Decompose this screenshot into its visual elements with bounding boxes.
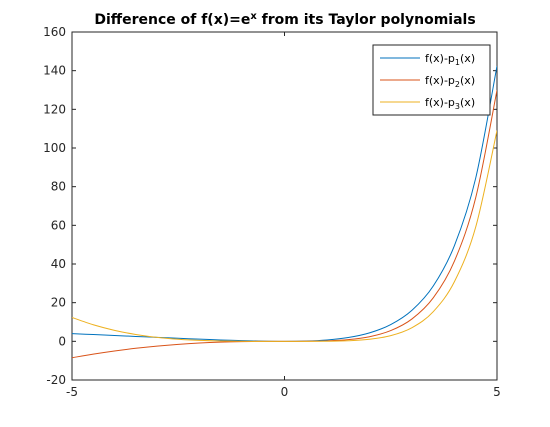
legend-entry-3: f(x)-p3(x) [425, 96, 475, 111]
y-tick-label: 20 [51, 296, 66, 310]
legend-entry-base: f(x)-p [425, 52, 455, 65]
legend-entry-tail: (x) [460, 74, 475, 87]
legend-entry-subscript: 1 [455, 58, 460, 67]
legend-entry-2: f(x)-p2(x) [425, 74, 475, 89]
chart-title-suffix: from its Taylor polynomials [257, 12, 476, 28]
legend-entry-tail: (x) [460, 96, 475, 109]
chart-title-superscript: x [250, 11, 257, 22]
legend-entry-base: f(x)-p [425, 96, 455, 109]
y-tick-label: 100 [43, 141, 66, 155]
y-tick-label: -20 [46, 373, 66, 387]
y-tick-label: 160 [43, 25, 66, 39]
legend-entry-1: f(x)-p1(x) [425, 52, 475, 67]
y-tick-label: 40 [51, 257, 66, 271]
y-tick-label: 60 [51, 218, 66, 232]
chart-title-prefix: Difference of f(x)=e [94, 12, 250, 28]
legend-entry-tail: (x) [460, 52, 475, 65]
x-tick-label: 5 [493, 385, 501, 399]
series-line-3 [72, 130, 497, 342]
legend-entry-subscript: 2 [455, 80, 460, 89]
y-tick-label: 0 [58, 334, 66, 348]
y-tick-label: 80 [51, 180, 66, 194]
x-tick-label: 0 [281, 385, 289, 399]
y-tick-label: 140 [43, 64, 66, 78]
legend-entry-subscript: 3 [455, 102, 460, 111]
y-tick-label: 120 [43, 102, 66, 116]
legend-entry-base: f(x)-p [425, 74, 455, 87]
x-tick-label: -5 [66, 385, 78, 399]
chart-title: Difference of f(x)=ex from its Taylor po… [94, 11, 475, 28]
